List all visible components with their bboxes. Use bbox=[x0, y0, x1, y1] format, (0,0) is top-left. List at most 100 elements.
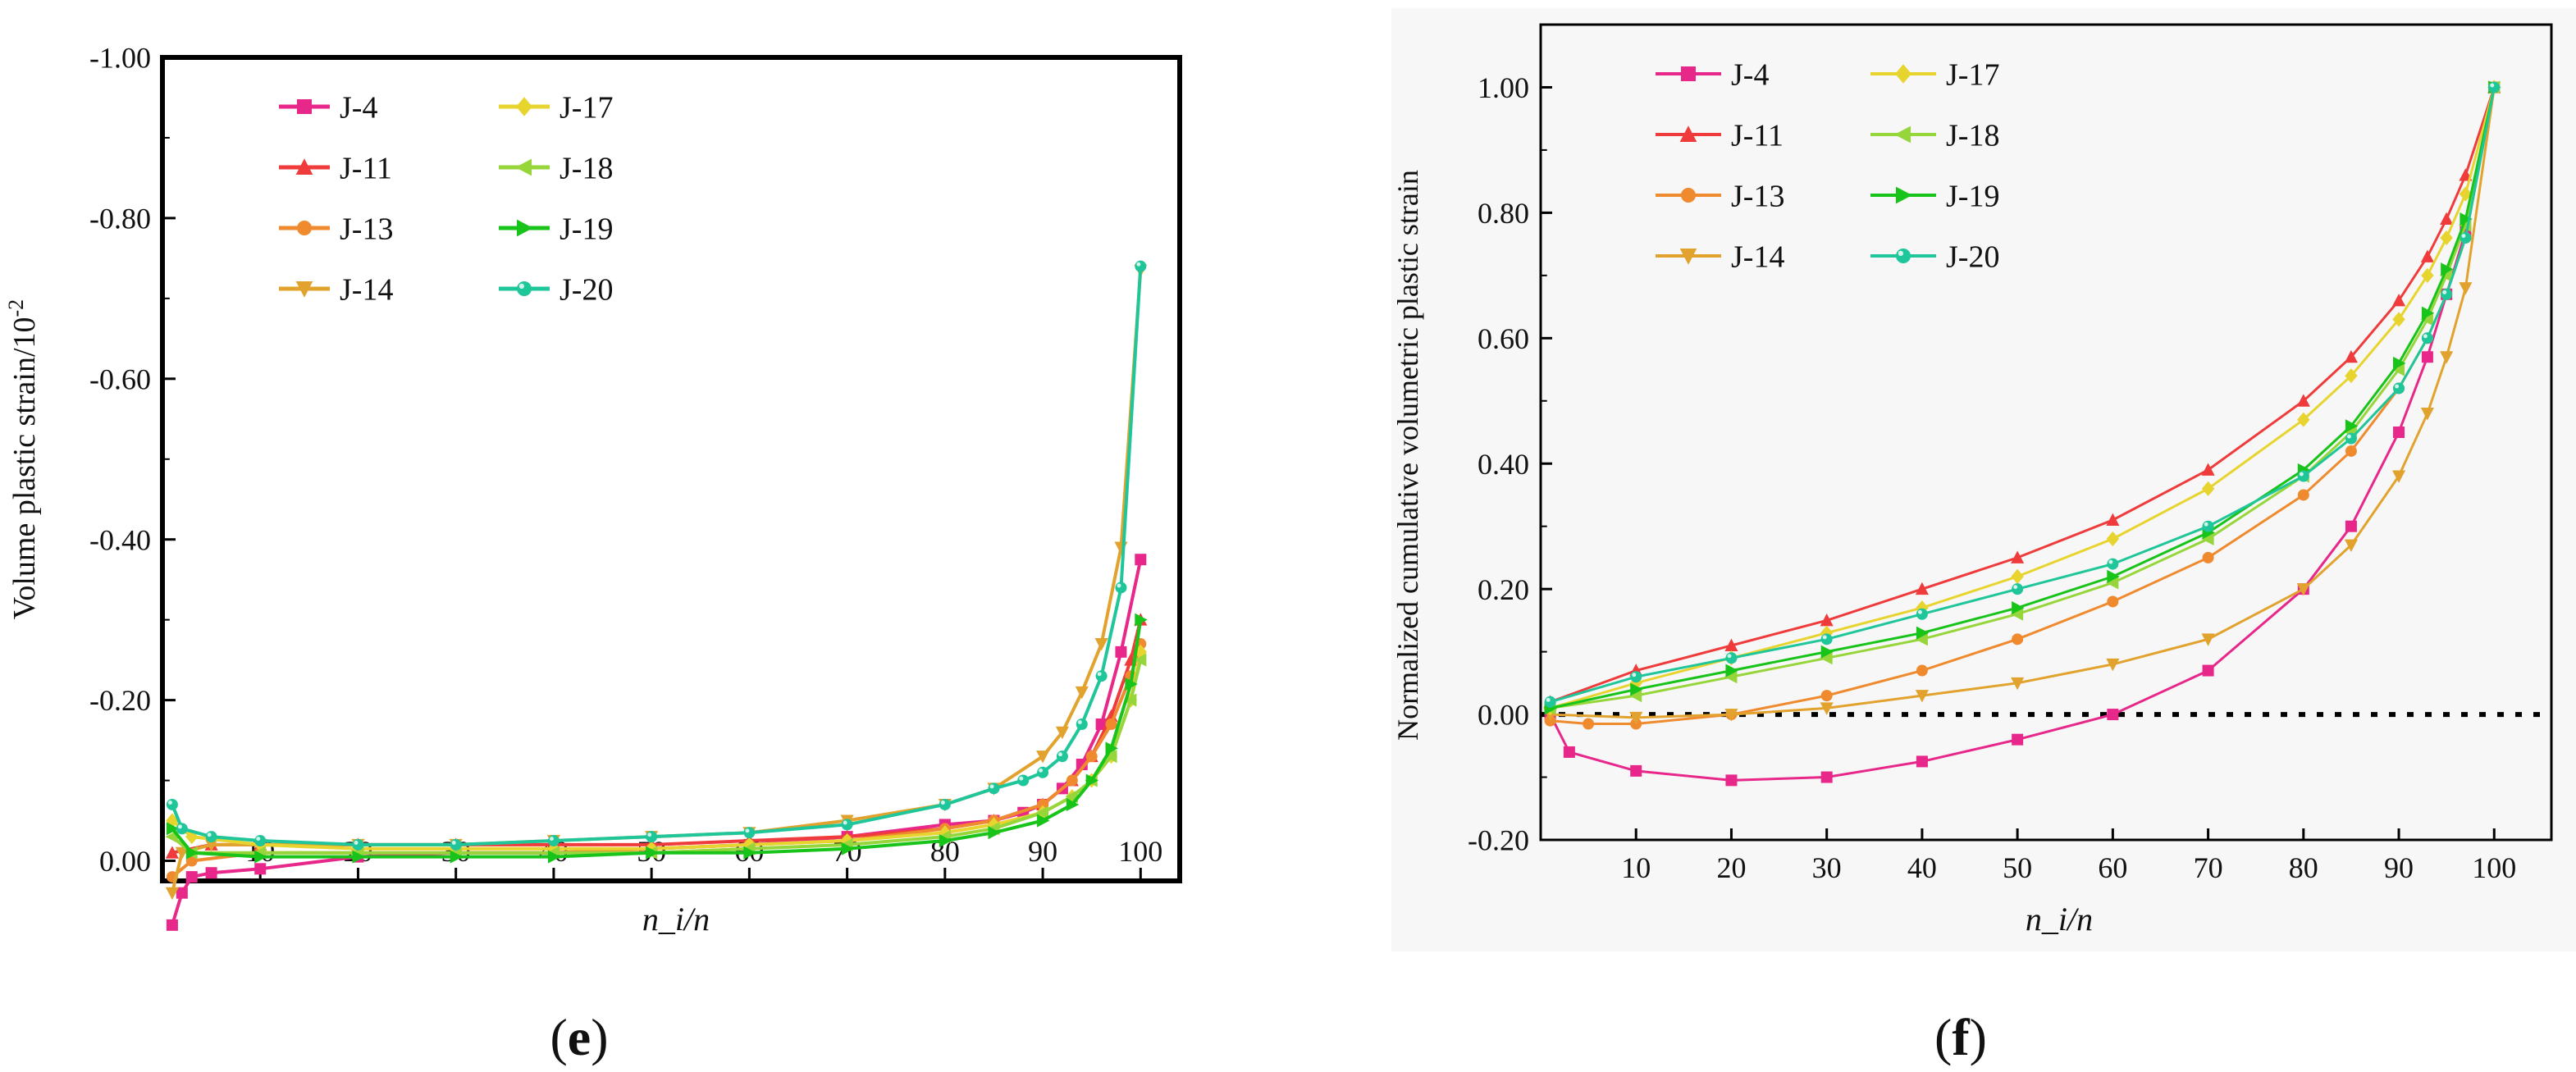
e-point-j-20-13-highlight bbox=[1039, 768, 1044, 773]
e-point-j-14-13 bbox=[1055, 726, 1069, 740]
e-point-j-20-2 bbox=[205, 831, 217, 843]
e-point-j-20-8 bbox=[743, 827, 756, 839]
f-point-j-13-10 bbox=[2345, 445, 2357, 457]
panel-f-x-axis-label: n_i/n bbox=[2026, 901, 2093, 937]
e-point-j-20-11 bbox=[988, 782, 1000, 795]
f-point-j-14-12 bbox=[2440, 351, 2454, 364]
e-point-j-20-14-highlight bbox=[1058, 752, 1062, 757]
f-point-j-18-3 bbox=[1820, 651, 1833, 665]
e-legend-marker-j-20 bbox=[517, 281, 532, 296]
f-point-j-14-5 bbox=[2011, 677, 2025, 691]
f-point-j-14-3 bbox=[1820, 702, 1834, 715]
e-y-tick-label--1-00: -1.00 bbox=[89, 42, 151, 75]
e-legend-label-j-11: J-11 bbox=[340, 151, 392, 185]
f-point-j-20-9-highlight bbox=[2347, 434, 2351, 439]
f-legend-item-j-14: J-14 bbox=[1656, 239, 1784, 274]
e-point-j-19-13 bbox=[1085, 773, 1099, 787]
f-y-tick-label-0-80: 0.80 bbox=[1478, 197, 1529, 230]
f-series-j-14 bbox=[1543, 81, 2501, 725]
f-point-j-17-11 bbox=[2421, 267, 2434, 283]
e-point-j-20-8-highlight bbox=[745, 828, 750, 833]
f-point-j-4-10 bbox=[2345, 520, 2357, 532]
f-x-tick-label-50: 50 bbox=[2003, 851, 2032, 884]
f-point-j-17-6 bbox=[2106, 531, 2120, 547]
f-point-j-18-4 bbox=[1915, 632, 1928, 646]
e-point-j-20-18-highlight bbox=[1136, 262, 1141, 267]
e-point-j-19-9 bbox=[939, 833, 952, 848]
panel-f-y-axis-label: Normalized cumulative volumetric plastic… bbox=[1391, 170, 1424, 741]
e-legend-label-j-14: J-14 bbox=[340, 272, 393, 307]
f-point-j-20-11-highlight bbox=[2423, 334, 2428, 339]
f-legend-item-j-11: J-11 bbox=[1656, 118, 1784, 153]
panel-e-legend: J-4 J-11 J-13 J-14 J-17 J-18 J-19 J-20 bbox=[279, 90, 613, 307]
f-point-j-20-2 bbox=[1725, 652, 1738, 664]
e-point-j-19-0 bbox=[166, 822, 180, 836]
f-point-j-17-5 bbox=[2011, 568, 2024, 584]
f-point-j-17-3 bbox=[1820, 625, 1834, 641]
f-point-j-17-8 bbox=[2297, 412, 2310, 427]
e-y-tick-label--0-80: -0.80 bbox=[89, 203, 151, 235]
e-legend-label-j-20: J-20 bbox=[560, 272, 613, 307]
e-point-j-20-10-highlight bbox=[940, 801, 945, 805]
f-legend-label-j-19: J-19 bbox=[1946, 179, 1999, 213]
e-legend-item-j-14: J-14 bbox=[279, 272, 393, 307]
f-point-j-11-9 bbox=[2344, 349, 2358, 363]
e-legend-marker-j-4 bbox=[297, 99, 312, 114]
e-point-j-14-14 bbox=[1075, 686, 1089, 700]
e-legend-item-j-11: J-11 bbox=[279, 151, 392, 185]
f-point-j-19-10 bbox=[2393, 356, 2406, 370]
e-legend-marker-j-11 bbox=[295, 158, 313, 175]
f-legend-marker-j-18 bbox=[1894, 125, 1911, 144]
f-point-j-14-8 bbox=[2296, 583, 2310, 596]
f-y-tick-label-0-20: 0.20 bbox=[1478, 573, 1529, 606]
e-legend-item-j-17: J-17 bbox=[499, 90, 613, 125]
f-point-j-20-14-highlight bbox=[2490, 83, 2495, 88]
f-point-j-18-10 bbox=[2391, 363, 2405, 376]
f-series-j-20 bbox=[1544, 81, 2501, 708]
f-series-line-j-4 bbox=[1549, 87, 2496, 782]
e-point-j-19-5 bbox=[547, 850, 561, 864]
e-legend-marker-j-19 bbox=[517, 219, 533, 237]
f-point-j-18-11 bbox=[2420, 312, 2433, 326]
panel-e-y-axis-label: Volume plastic strain/10-2 bbox=[4, 299, 42, 619]
e-point-j-14-0 bbox=[165, 887, 179, 901]
f-x-tick-label-70: 70 bbox=[2194, 851, 2223, 884]
f-point-j-20-13 bbox=[2460, 231, 2472, 244]
f-point-j-18-12 bbox=[2439, 268, 2453, 282]
f-legend-marker-j-4 bbox=[1681, 66, 1696, 81]
e-point-j-4-19 bbox=[1135, 554, 1147, 566]
f-point-j-20-14 bbox=[2488, 81, 2501, 94]
e-series-j-19 bbox=[166, 613, 1148, 864]
e-point-j-4-2 bbox=[185, 871, 198, 883]
f-point-j-14-9 bbox=[2344, 539, 2358, 553]
e-point-j-13-13 bbox=[1085, 750, 1098, 763]
f-x-tick-label-100: 100 bbox=[2472, 851, 2516, 884]
f-legend-marker-j-11 bbox=[1679, 125, 1697, 142]
e-point-j-20-12-highlight bbox=[1019, 776, 1024, 781]
e-point-j-20-18 bbox=[1135, 260, 1147, 272]
panel-e-label: (e) bbox=[550, 1008, 608, 1066]
f-point-j-20-8 bbox=[2297, 470, 2309, 482]
f-legend-label-j-17: J-17 bbox=[1946, 57, 1999, 92]
e-point-j-13-1 bbox=[185, 855, 198, 867]
e-legend-label-j-4: J-4 bbox=[340, 90, 377, 125]
e-point-j-4-0 bbox=[166, 919, 178, 931]
f-point-j-4-5 bbox=[1916, 755, 1928, 768]
f-point-j-19-3 bbox=[1820, 645, 1834, 659]
f-point-j-13-1 bbox=[1583, 718, 1595, 730]
f-point-j-11-5 bbox=[2011, 550, 2025, 563]
f-point-j-20-1 bbox=[1630, 671, 1642, 683]
e-legend-marker-j-20-highlight bbox=[518, 283, 524, 289]
e-point-j-20-9 bbox=[841, 819, 853, 831]
e-point-j-20-15 bbox=[1076, 718, 1088, 730]
f-point-j-13-4 bbox=[1820, 690, 1833, 702]
f-point-j-19-5 bbox=[2012, 601, 2025, 615]
f-point-j-20-12-highlight bbox=[2442, 290, 2447, 294]
f-point-j-4-7 bbox=[2107, 709, 2119, 721]
f-point-j-20-0 bbox=[1544, 696, 1556, 708]
f-point-j-20-5 bbox=[2012, 583, 2024, 595]
f-point-j-20-3-highlight bbox=[1822, 635, 1827, 640]
f-point-j-11-3 bbox=[1820, 613, 1834, 627]
e-point-j-20-0-highlight bbox=[168, 801, 172, 805]
e-point-j-19-11 bbox=[1037, 814, 1050, 828]
